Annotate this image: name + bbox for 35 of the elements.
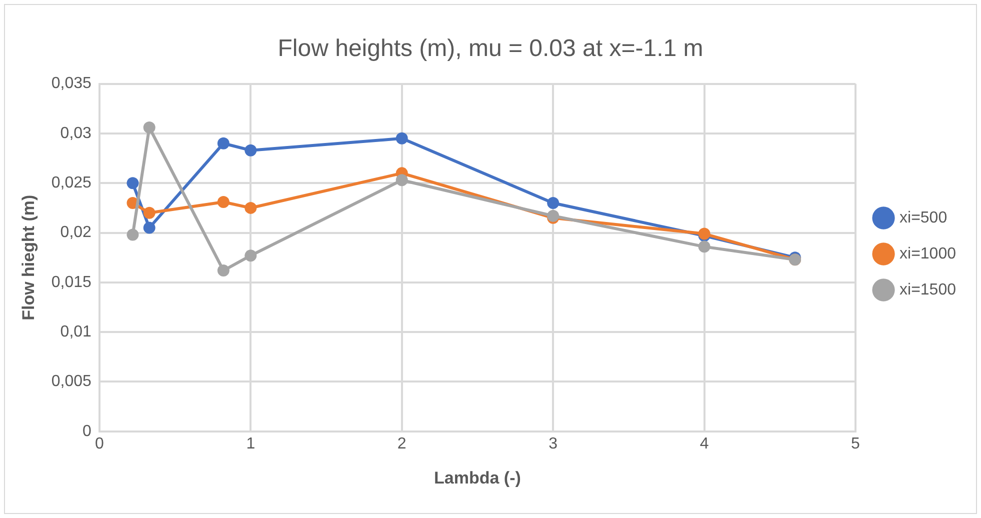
point [126,177,139,190]
point [547,196,560,209]
y-tick-label: 0,015 [51,274,92,291]
point [698,240,710,253]
point [126,228,139,241]
point [143,222,156,234]
point [217,264,230,277]
y-tick-label: 0,03 [60,124,92,142]
x-tick-label: 2 [397,435,406,452]
legend-label: xi=500 [900,209,948,226]
point [244,144,257,156]
point [217,137,230,150]
x-tick-label: 1 [246,435,256,452]
y-tick-label: 0,025 [51,174,92,192]
y-tick-label: 0,02 [60,224,92,242]
x-tick-label: 5 [851,435,860,452]
x-axis-title: Lambda (-) [434,468,521,488]
legend-label: xi=1000 [900,245,956,262]
point [396,132,408,144]
y-axis-title: Flow hieght (m) [18,194,38,320]
y-tick-label: 0,035 [51,75,92,92]
x-tick-label: 4 [700,435,709,452]
x-tick-label: 3 [548,435,558,452]
point [143,122,156,134]
y-tick-label: 0,005 [51,373,92,390]
chart-title: Flow heights (m), mu = 0.03 at x=-1.1 m [278,35,704,62]
point [244,250,257,262]
x-tick-label: 0 [94,435,104,452]
point [396,174,408,186]
point [244,202,257,214]
point [143,206,156,219]
point [217,196,230,208]
legend-label: xi=1500 [900,281,956,298]
y-tick-label: 0,01 [60,323,92,340]
y-tick-label: 0 [82,422,92,440]
